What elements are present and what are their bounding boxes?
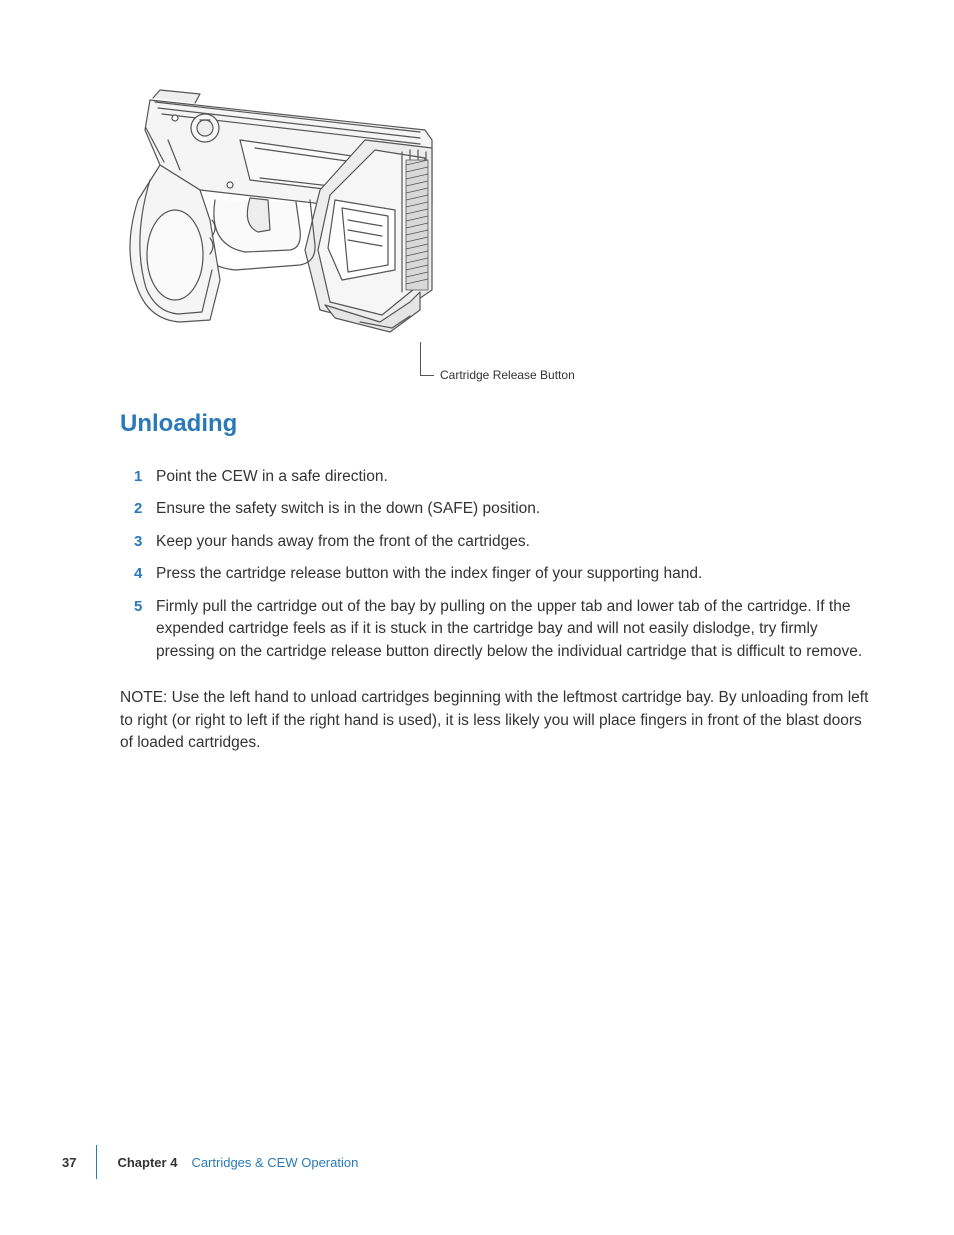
step-item: 1 Point the CEW in a safe direction. [134, 466, 874, 488]
step-item: 5 Firmly pull the cartridge out of the b… [134, 596, 874, 663]
step-item: 2 Ensure the safety switch is in the dow… [134, 498, 874, 520]
step-text: Firmly pull the cartridge out of the bay… [156, 596, 874, 663]
page-footer: 37 Chapter 4 Cartridges & CEW Operation [62, 1145, 358, 1179]
step-number: 5 [134, 596, 156, 618]
step-item: 4 Press the cartridge release button wit… [134, 563, 874, 585]
chapter-label: Chapter 4 [117, 1155, 177, 1170]
chapter-title: Cartridges & CEW Operation [191, 1155, 358, 1170]
step-text: Press the cartridge release button with … [156, 563, 874, 585]
callout-label: Cartridge Release Button [440, 368, 575, 382]
step-number: 3 [134, 531, 156, 553]
page-number: 37 [62, 1145, 97, 1179]
device-illustration [120, 70, 450, 350]
step-number: 2 [134, 498, 156, 520]
step-item: 3 Keep your hands away from the front of… [134, 531, 874, 553]
steps-list: 1 Point the CEW in a safe direction. 2 E… [120, 466, 874, 663]
callout-line-h [420, 375, 434, 376]
step-text: Point the CEW in a safe direction. [156, 466, 874, 488]
step-text: Ensure the safety switch is in the down … [156, 498, 874, 520]
section-heading: Unloading [120, 410, 874, 438]
step-text: Keep your hands away from the front of t… [156, 531, 874, 553]
device-figure: Cartridge Release Button [120, 70, 470, 380]
note-text: NOTE: Use the left hand to unload cartri… [120, 687, 874, 754]
callout-line [420, 342, 421, 376]
cew-device-svg [120, 70, 450, 350]
step-number: 4 [134, 563, 156, 585]
step-number: 1 [134, 466, 156, 488]
